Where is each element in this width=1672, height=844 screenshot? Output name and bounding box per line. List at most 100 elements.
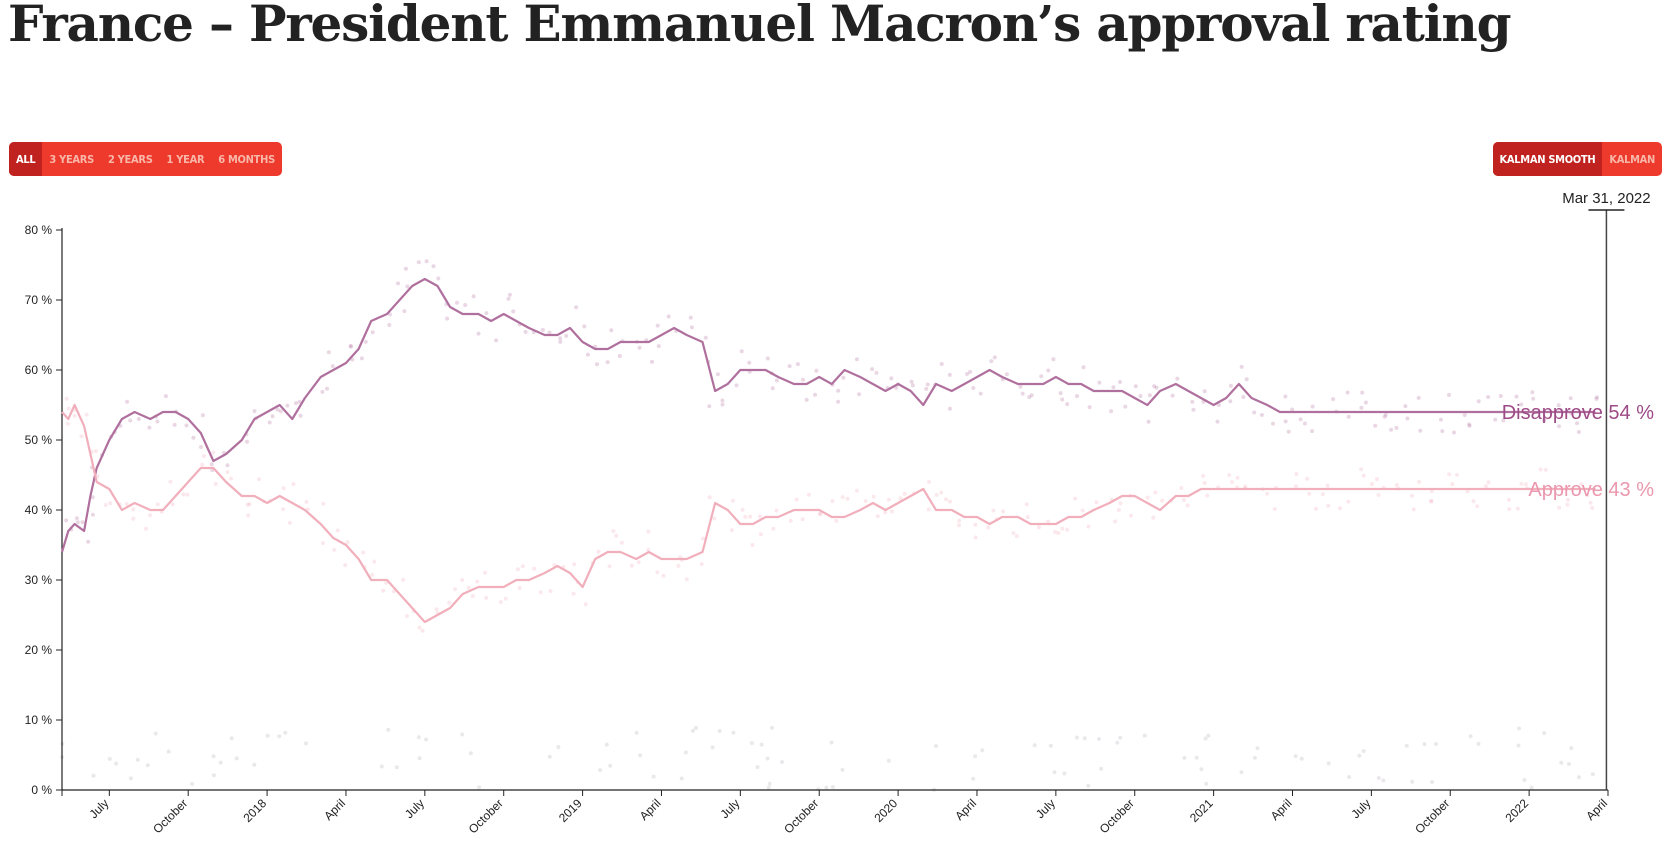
- poll-dot: [1307, 491, 1312, 496]
- poll-dot: [766, 785, 771, 790]
- poll-dot: [1001, 509, 1006, 514]
- range-3-years-button[interactable]: 3 YEARS: [49, 152, 94, 166]
- poll-dot: [1036, 525, 1041, 530]
- poll-dot: [1320, 492, 1325, 497]
- poll-dot: [547, 754, 552, 759]
- poll-dot: [978, 391, 983, 396]
- poll-dot: [973, 535, 978, 540]
- poll-dot: [840, 495, 845, 500]
- poll-dot: [886, 497, 891, 502]
- x-tick-label: October: [150, 796, 190, 836]
- poll-dot: [1455, 472, 1459, 477]
- current-date-marker[interactable]: Mar 31, 2022: [1562, 190, 1651, 790]
- poll-dot: [1346, 499, 1351, 504]
- poll-dot: [1538, 467, 1543, 472]
- poll-dot: [991, 508, 996, 513]
- poll-dot: [200, 462, 205, 467]
- poll-dot: [1086, 783, 1091, 788]
- poll-dot: [64, 518, 69, 523]
- poll-dot: [1468, 734, 1473, 739]
- poll-dot: [185, 492, 190, 497]
- x-tick-label: April: [637, 796, 664, 823]
- poll-dot: [1519, 402, 1524, 407]
- poll-dot: [1293, 484, 1298, 489]
- poll-dot: [813, 392, 818, 397]
- poll-dot: [1293, 754, 1298, 759]
- poll-dot: [1447, 472, 1452, 477]
- poll-dot: [270, 414, 275, 419]
- poll-dot: [1056, 531, 1061, 536]
- poll-dot: [1559, 760, 1564, 765]
- poll-dot: [701, 536, 705, 541]
- poll-dot: [1493, 417, 1498, 422]
- poll-dot: [1204, 781, 1209, 786]
- poll-dot: [191, 435, 196, 440]
- poll-dot: [1410, 493, 1415, 498]
- poll-dot: [252, 762, 257, 767]
- kalman-button[interactable]: KALMAN: [1609, 152, 1655, 166]
- poll-dot: [780, 760, 784, 764]
- range-6-months-button[interactable]: 6 MONTHS: [218, 152, 275, 166]
- x-axis: July October 2018 April July October 2019 April…: [61, 789, 1610, 836]
- y-tick-label: 40 %: [25, 503, 53, 517]
- poll-dot: [107, 756, 112, 761]
- poll-dot: [609, 328, 614, 333]
- poll-dot: [1298, 417, 1303, 422]
- poll-dot: [517, 586, 522, 591]
- poll-dot: [1073, 496, 1078, 501]
- poll-dot: [1439, 417, 1443, 422]
- poll-dot: [1123, 404, 1128, 409]
- poll-dot: [1519, 481, 1524, 486]
- poll-dot: [281, 486, 286, 491]
- poll-dot: [840, 767, 845, 772]
- poll-dot: [739, 349, 744, 354]
- poll-dot: [1029, 393, 1034, 398]
- poll-dot: [1020, 391, 1025, 396]
- poll-dot: [1471, 499, 1476, 504]
- poll-dot: [765, 756, 770, 761]
- poll-dot: [1053, 530, 1058, 534]
- poll-dot: [1014, 534, 1019, 539]
- x-tick-label: October: [1412, 796, 1452, 836]
- poll-dot: [1138, 394, 1143, 398]
- poll-dot: [211, 754, 216, 759]
- poll-dot: [788, 518, 793, 523]
- poll-dot: [1440, 429, 1445, 434]
- poll-dot: [1259, 413, 1264, 417]
- poll-dot: [540, 327, 545, 332]
- poll-dot: [608, 763, 613, 768]
- poll-dot: [424, 259, 429, 264]
- poll-dot: [1097, 737, 1101, 741]
- poll-dot: [1576, 430, 1581, 434]
- poll-dot: [471, 294, 476, 299]
- poll-dot: [925, 382, 930, 387]
- poll-dot: [523, 330, 528, 334]
- poll-dot: [747, 360, 752, 365]
- x-tick-label: 2018: [240, 796, 269, 825]
- kalman-smooth-button[interactable]: KALMAN SMOOTH: [1492, 142, 1603, 176]
- poll-dot: [326, 350, 331, 355]
- poll-dot: [854, 488, 859, 493]
- poll-dot: [147, 425, 152, 430]
- poll-dot: [1359, 405, 1364, 410]
- poll-dot: [1376, 776, 1381, 780]
- poll-dot: [532, 566, 537, 571]
- range-2-years-button[interactable]: 2 YEARS: [107, 152, 153, 166]
- poll-dot: [1542, 731, 1547, 736]
- poll-dot: [1476, 399, 1481, 404]
- poll-dot: [1517, 726, 1522, 731]
- poll-dot: [343, 563, 348, 568]
- range-all-button[interactable]: ALL: [9, 142, 43, 176]
- poll-dot: [131, 507, 136, 512]
- poll-dot: [1486, 480, 1491, 485]
- poll-dot: [1594, 396, 1599, 401]
- poll-dot: [417, 625, 422, 630]
- poll-dot: [1567, 762, 1571, 766]
- x-tick-label: April: [1583, 796, 1610, 823]
- poll-dot: [128, 418, 133, 423]
- poll-dot: [128, 776, 133, 781]
- poll-dot: [886, 758, 891, 763]
- range-1-year-button[interactable]: 1 YEAR: [166, 152, 205, 166]
- poll-dot: [1310, 404, 1315, 409]
- poll-dot: [1405, 416, 1410, 421]
